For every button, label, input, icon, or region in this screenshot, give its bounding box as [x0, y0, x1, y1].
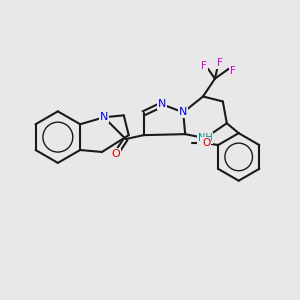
Text: O: O: [112, 149, 120, 159]
Text: NH: NH: [198, 133, 212, 143]
Text: N: N: [158, 99, 166, 110]
Text: F: F: [230, 66, 236, 76]
Text: O: O: [202, 138, 210, 148]
Text: N: N: [100, 112, 108, 122]
Text: N: N: [179, 107, 188, 117]
Text: F: F: [201, 61, 207, 71]
Text: F: F: [217, 58, 223, 68]
